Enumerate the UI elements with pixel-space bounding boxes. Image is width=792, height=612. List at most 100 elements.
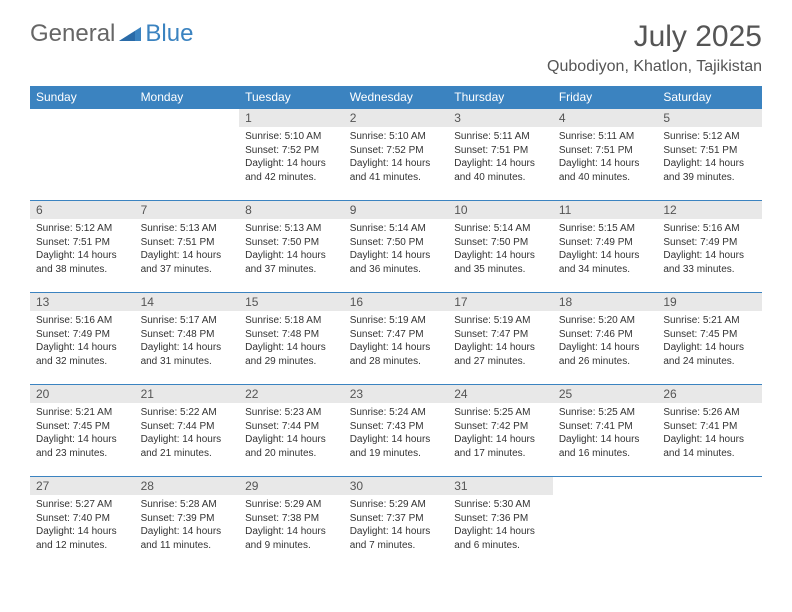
day-details: Sunrise: 5:30 AMSunset: 7:36 PMDaylight:… (448, 495, 553, 555)
weekday-fri: Friday (553, 86, 658, 109)
day-number: 3 (448, 109, 553, 127)
day-number: 16 (344, 293, 449, 311)
location-text: Qubodiyon, Khatlon, Tajikistan (547, 58, 762, 76)
calendar-day-cell (135, 109, 240, 201)
day-details: Sunrise: 5:13 AMSunset: 7:50 PMDaylight:… (239, 219, 344, 279)
calendar-day-cell: 4Sunrise: 5:11 AMSunset: 7:51 PMDaylight… (553, 109, 658, 201)
day-details: Sunrise: 5:10 AMSunset: 7:52 PMDaylight:… (239, 127, 344, 187)
day-details: Sunrise: 5:18 AMSunset: 7:48 PMDaylight:… (239, 311, 344, 371)
calendar-day-cell: 16Sunrise: 5:19 AMSunset: 7:47 PMDayligh… (344, 293, 449, 385)
header: General Blue July 2025 Qubodiyon, Khatlo… (30, 20, 762, 76)
day-details: Sunrise: 5:13 AMSunset: 7:51 PMDaylight:… (135, 219, 240, 279)
day-details: Sunrise: 5:14 AMSunset: 7:50 PMDaylight:… (448, 219, 553, 279)
day-details: Sunrise: 5:11 AMSunset: 7:51 PMDaylight:… (553, 127, 658, 187)
day-details: Sunrise: 5:28 AMSunset: 7:39 PMDaylight:… (135, 495, 240, 555)
day-number: 26 (657, 385, 762, 403)
day-number: 6 (30, 201, 135, 219)
day-number: 12 (657, 201, 762, 219)
calendar-day-cell: 25Sunrise: 5:25 AMSunset: 7:41 PMDayligh… (553, 385, 658, 477)
day-details: Sunrise: 5:16 AMSunset: 7:49 PMDaylight:… (657, 219, 762, 279)
day-details: Sunrise: 5:15 AMSunset: 7:49 PMDaylight:… (553, 219, 658, 279)
day-number: 18 (553, 293, 658, 311)
day-number: 1 (239, 109, 344, 127)
calendar-day-cell (657, 477, 762, 569)
calendar-week-row: 1Sunrise: 5:10 AMSunset: 7:52 PMDaylight… (30, 109, 762, 201)
day-details: Sunrise: 5:26 AMSunset: 7:41 PMDaylight:… (657, 403, 762, 463)
logo: General Blue (30, 20, 193, 48)
weekday-header-row: Sunday Monday Tuesday Wednesday Thursday… (30, 86, 762, 109)
calendar-day-cell: 28Sunrise: 5:28 AMSunset: 7:39 PMDayligh… (135, 477, 240, 569)
calendar-day-cell: 1Sunrise: 5:10 AMSunset: 7:52 PMDaylight… (239, 109, 344, 201)
calendar-day-cell: 5Sunrise: 5:12 AMSunset: 7:51 PMDaylight… (657, 109, 762, 201)
day-details: Sunrise: 5:11 AMSunset: 7:51 PMDaylight:… (448, 127, 553, 187)
calendar-day-cell: 11Sunrise: 5:15 AMSunset: 7:49 PMDayligh… (553, 201, 658, 293)
logo-text-2: Blue (145, 20, 193, 48)
calendar-day-cell: 3Sunrise: 5:11 AMSunset: 7:51 PMDaylight… (448, 109, 553, 201)
day-number: 9 (344, 201, 449, 219)
calendar-day-cell: 13Sunrise: 5:16 AMSunset: 7:49 PMDayligh… (30, 293, 135, 385)
day-number: 24 (448, 385, 553, 403)
calendar-day-cell: 15Sunrise: 5:18 AMSunset: 7:48 PMDayligh… (239, 293, 344, 385)
day-number: 22 (239, 385, 344, 403)
day-details: Sunrise: 5:12 AMSunset: 7:51 PMDaylight:… (30, 219, 135, 279)
month-title: July 2025 (547, 20, 762, 54)
calendar-week-row: 13Sunrise: 5:16 AMSunset: 7:49 PMDayligh… (30, 293, 762, 385)
calendar-day-cell: 2Sunrise: 5:10 AMSunset: 7:52 PMDaylight… (344, 109, 449, 201)
day-details: Sunrise: 5:24 AMSunset: 7:43 PMDaylight:… (344, 403, 449, 463)
calendar-day-cell: 27Sunrise: 5:27 AMSunset: 7:40 PMDayligh… (30, 477, 135, 569)
calendar-day-cell: 8Sunrise: 5:13 AMSunset: 7:50 PMDaylight… (239, 201, 344, 293)
day-details: Sunrise: 5:10 AMSunset: 7:52 PMDaylight:… (344, 127, 449, 187)
calendar-day-cell: 7Sunrise: 5:13 AMSunset: 7:51 PMDaylight… (135, 201, 240, 293)
calendar-day-cell: 6Sunrise: 5:12 AMSunset: 7:51 PMDaylight… (30, 201, 135, 293)
calendar-day-cell: 31Sunrise: 5:30 AMSunset: 7:36 PMDayligh… (448, 477, 553, 569)
calendar-week-row: 27Sunrise: 5:27 AMSunset: 7:40 PMDayligh… (30, 477, 762, 569)
day-details: Sunrise: 5:19 AMSunset: 7:47 PMDaylight:… (448, 311, 553, 371)
calendar-day-cell (30, 109, 135, 201)
day-details: Sunrise: 5:21 AMSunset: 7:45 PMDaylight:… (657, 311, 762, 371)
day-number: 30 (344, 477, 449, 495)
day-details: Sunrise: 5:25 AMSunset: 7:41 PMDaylight:… (553, 403, 658, 463)
day-details: Sunrise: 5:20 AMSunset: 7:46 PMDaylight:… (553, 311, 658, 371)
day-number: 29 (239, 477, 344, 495)
day-number: 28 (135, 477, 240, 495)
day-number: 31 (448, 477, 553, 495)
day-number: 20 (30, 385, 135, 403)
day-details: Sunrise: 5:16 AMSunset: 7:49 PMDaylight:… (30, 311, 135, 371)
calendar-day-cell: 19Sunrise: 5:21 AMSunset: 7:45 PMDayligh… (657, 293, 762, 385)
logo-triangle-icon (119, 20, 141, 48)
day-number: 17 (448, 293, 553, 311)
calendar-week-row: 20Sunrise: 5:21 AMSunset: 7:45 PMDayligh… (30, 385, 762, 477)
calendar-day-cell: 18Sunrise: 5:20 AMSunset: 7:46 PMDayligh… (553, 293, 658, 385)
day-number: 4 (553, 109, 658, 127)
weekday-tue: Tuesday (239, 86, 344, 109)
day-details: Sunrise: 5:29 AMSunset: 7:37 PMDaylight:… (344, 495, 449, 555)
day-details: Sunrise: 5:22 AMSunset: 7:44 PMDaylight:… (135, 403, 240, 463)
calendar-day-cell: 23Sunrise: 5:24 AMSunset: 7:43 PMDayligh… (344, 385, 449, 477)
weekday-thu: Thursday (448, 86, 553, 109)
day-details: Sunrise: 5:21 AMSunset: 7:45 PMDaylight:… (30, 403, 135, 463)
calendar-day-cell: 20Sunrise: 5:21 AMSunset: 7:45 PMDayligh… (30, 385, 135, 477)
day-details: Sunrise: 5:27 AMSunset: 7:40 PMDaylight:… (30, 495, 135, 555)
calendar-day-cell: 24Sunrise: 5:25 AMSunset: 7:42 PMDayligh… (448, 385, 553, 477)
calendar-day-cell: 9Sunrise: 5:14 AMSunset: 7:50 PMDaylight… (344, 201, 449, 293)
calendar-day-cell: 12Sunrise: 5:16 AMSunset: 7:49 PMDayligh… (657, 201, 762, 293)
day-details: Sunrise: 5:14 AMSunset: 7:50 PMDaylight:… (344, 219, 449, 279)
day-details: Sunrise: 5:23 AMSunset: 7:44 PMDaylight:… (239, 403, 344, 463)
calendar-week-row: 6Sunrise: 5:12 AMSunset: 7:51 PMDaylight… (30, 201, 762, 293)
day-details: Sunrise: 5:29 AMSunset: 7:38 PMDaylight:… (239, 495, 344, 555)
calendar-day-cell (553, 477, 658, 569)
calendar-day-cell: 22Sunrise: 5:23 AMSunset: 7:44 PMDayligh… (239, 385, 344, 477)
calendar-day-cell: 14Sunrise: 5:17 AMSunset: 7:48 PMDayligh… (135, 293, 240, 385)
day-number: 23 (344, 385, 449, 403)
calendar-day-cell: 29Sunrise: 5:29 AMSunset: 7:38 PMDayligh… (239, 477, 344, 569)
day-number: 14 (135, 293, 240, 311)
day-number: 10 (448, 201, 553, 219)
day-number: 5 (657, 109, 762, 127)
day-details: Sunrise: 5:12 AMSunset: 7:51 PMDaylight:… (657, 127, 762, 187)
weekday-mon: Monday (135, 86, 240, 109)
day-number: 25 (553, 385, 658, 403)
day-number: 19 (657, 293, 762, 311)
title-block: July 2025 Qubodiyon, Khatlon, Tajikistan (547, 20, 762, 76)
day-number: 13 (30, 293, 135, 311)
logo-text-1: General (30, 20, 115, 48)
